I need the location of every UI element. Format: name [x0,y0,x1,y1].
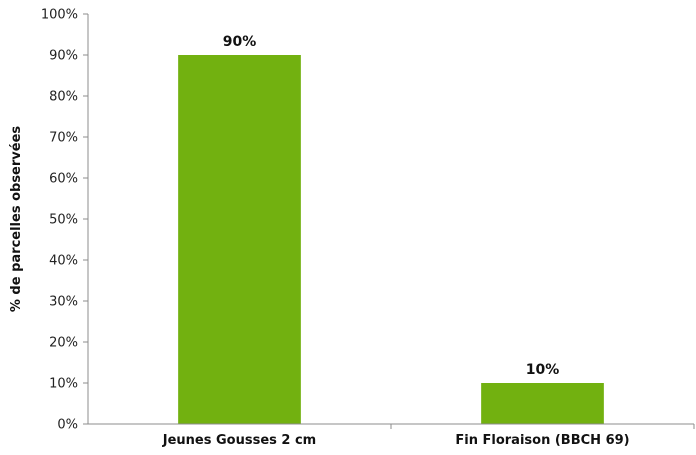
y-tick-label: 0% [57,418,78,433]
axes [87,14,695,429]
x-category-label-1: Jeunes Gousses 2 cm [162,433,316,448]
y-tick-label: 50% [49,213,78,228]
x-axis-labels: Jeunes Gousses 2 cm Fin Floraison (BBCH 6… [162,433,630,448]
y-tick-label: 40% [49,254,78,269]
y-tick-label: 70% [49,131,78,146]
data-label-2: 10% [526,362,560,378]
y-tick-label: 10% [49,377,78,392]
bar-1 [178,55,301,424]
y-axis-title: % de parcelles observées [9,126,24,313]
y-tick-label: 80% [49,90,78,105]
y-tick-label: 60% [49,172,78,187]
data-label-1: 90% [223,34,257,50]
data-labels: 90% 10% [223,34,560,378]
y-tick-label: 30% [49,295,78,310]
y-tick-label: 100% [41,8,78,23]
x-category-label-2: Fin Floraison (BBCH 69) [455,433,629,448]
y-axis-ticks: 0% 10% 20% 30% 40% 50% 60% 70% 80% 90% 100% [41,8,88,433]
y-tick-label: 20% [49,336,78,351]
bar-2 [481,383,604,424]
bars [178,55,604,424]
y-tick-label: 90% [49,49,78,64]
